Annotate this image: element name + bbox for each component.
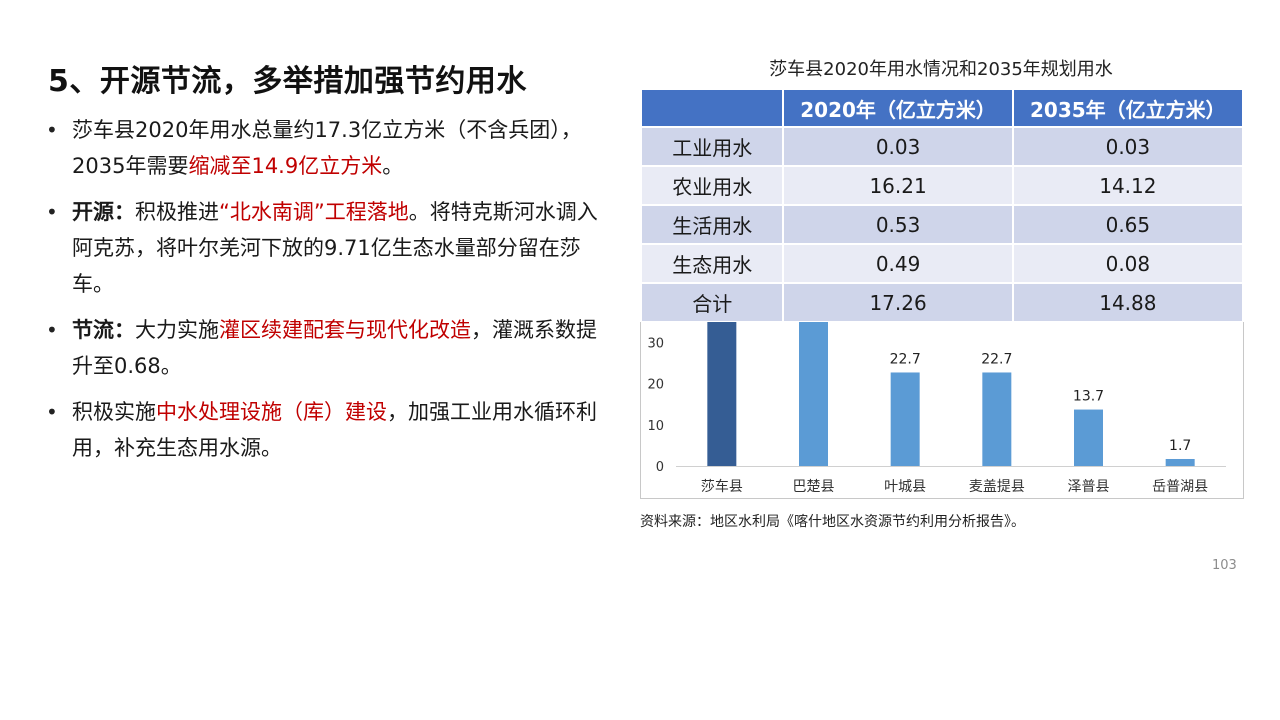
chart-bar	[982, 372, 1012, 466]
table-cell: 0.03	[782, 126, 1014, 167]
highlight-text: 缩减至14.9亿立方米	[188, 154, 383, 178]
highlight-text: 灌区续建配套与现代化改造	[219, 318, 471, 342]
bullet-text: 积极推进	[135, 200, 219, 224]
table-cell: 0.08	[1011, 243, 1245, 284]
table-header-cell: 2020年（亿立方米）	[782, 88, 1014, 128]
x-tick-label: 麦盖提县	[969, 479, 1025, 495]
x-tick-label: 泽普县	[1068, 479, 1110, 495]
x-tick-label: 巴楚县	[793, 479, 835, 495]
table-cell: 14.88	[1011, 282, 1245, 323]
y-tick-label: 10	[647, 419, 664, 434]
y-tick-label: 0	[656, 460, 664, 475]
x-tick-label: 叶城县	[884, 479, 926, 495]
bullet-text: 。将特克斯河水调入阿克苏，将叶尔羌河下放的9.71亿生态水量部分留在莎车。	[72, 200, 598, 296]
table-header-cell	[639, 88, 785, 128]
bullet-item: 节流：大力实施灌区续建配套与现代化改造，灌溉系数提升至0.68。	[44, 312, 610, 384]
row-label: 工业用水	[639, 126, 785, 167]
data-label: 22.7	[981, 351, 1012, 367]
row-label: 生活用水	[639, 204, 785, 245]
row-label: 合计	[639, 282, 785, 323]
bullet-text: ，加强工业用水循环利用，补充生态用水源。	[72, 400, 597, 460]
page-number: 103	[1212, 558, 1237, 573]
y-tick-label: 30	[647, 336, 664, 351]
county-bar-chart: 0 10 20 30 莎车县 巴楚县 22.7 叶城县 22.7 麦盖提县 13.7 泽普县 1.7 岳普…	[640, 322, 1244, 499]
chart-bar	[707, 322, 737, 466]
bullet-text: 积极实施	[72, 400, 156, 424]
data-source-note: 资料来源：地区水利局《喀什地区水资源节约利用分析报告》。	[640, 514, 1025, 530]
row-label: 农业用水	[639, 165, 785, 206]
water-usage-table: 2020年（亿立方米） 2035年（亿立方米） 工业用水 0.03 0.03 农业用水…	[639, 88, 1245, 323]
table-row: 农业用水 16.21 14.12	[639, 165, 1245, 206]
data-label: 22.7	[890, 351, 921, 367]
chart-bar	[890, 372, 920, 466]
highlight-text: “北水南调”工程落地	[219, 200, 409, 224]
x-tick-label: 莎车县	[701, 478, 743, 495]
table-cell: 0.49	[782, 243, 1014, 284]
bullet-lead: 节流：	[72, 318, 135, 342]
x-tick-label: 岳普湖县	[1152, 479, 1208, 495]
table-header-row: 2020年（亿立方米） 2035年（亿立方米）	[639, 88, 1245, 128]
bullet-text: 大力实施	[135, 318, 219, 342]
chart-bar	[1165, 458, 1195, 466]
chart-bar	[799, 322, 828, 466]
bullet-text: ，灌溉系数提升至0.68。	[72, 318, 597, 378]
table-cell: 14.12	[1011, 165, 1245, 206]
bullet-item: 积极实施中水处理设施（库）建设，加强工业用水循环利用，补充生态用水源。	[44, 394, 610, 466]
bullet-text: 。	[382, 154, 404, 178]
table-cell: 17.26	[782, 282, 1014, 323]
bullet-text: 莎车县2020年用水总量约17.3亿立方米（不含兵团），2035年需要	[72, 118, 582, 178]
highlight-text: 中水处理设施（库）建设	[156, 400, 387, 424]
table-cell: 0.03	[1011, 126, 1245, 167]
table-cell: 16.21	[782, 165, 1014, 206]
data-label: 1.7	[1169, 438, 1191, 454]
table-cell: 0.65	[1011, 204, 1245, 245]
bullet-item: 莎车县2020年用水总量约17.3亿立方米（不含兵团），2035年需要缩减至14…	[44, 112, 610, 184]
slide-title: 5、开源节流，多举措加强节约用水	[48, 64, 527, 99]
table-row: 工业用水 0.03 0.03	[639, 126, 1245, 167]
bullet-item: 开源：积极推进“北水南调”工程落地。将特克斯河水调入阿克苏，将叶尔羌河下放的9.…	[44, 194, 610, 302]
y-tick-label: 20	[647, 378, 664, 393]
table-row: 生态用水 0.49 0.08	[639, 243, 1245, 284]
chart-bar	[1074, 409, 1103, 466]
row-label: 生态用水	[639, 243, 785, 284]
table-row: 合计 17.26 14.88	[639, 282, 1245, 323]
table-row: 生活用水 0.53 0.65	[639, 204, 1245, 245]
bullet-lead: 开源：	[72, 200, 135, 224]
table-cell: 0.53	[782, 204, 1014, 245]
chart-svg: 0 10 20 30 莎车县 巴楚县 22.7 叶城县 22.7 麦盖提县 13.7 泽普县 1.7 岳普…	[647, 322, 1226, 495]
table-caption: 莎车县2020年用水情况和2035年规划用水	[769, 59, 1113, 80]
table-header-cell: 2035年（亿立方米）	[1011, 88, 1245, 128]
bullet-list: 莎车县2020年用水总量约17.3亿立方米（不含兵团），2035年需要缩减至14…	[44, 112, 610, 476]
data-label: 13.7	[1073, 389, 1104, 405]
